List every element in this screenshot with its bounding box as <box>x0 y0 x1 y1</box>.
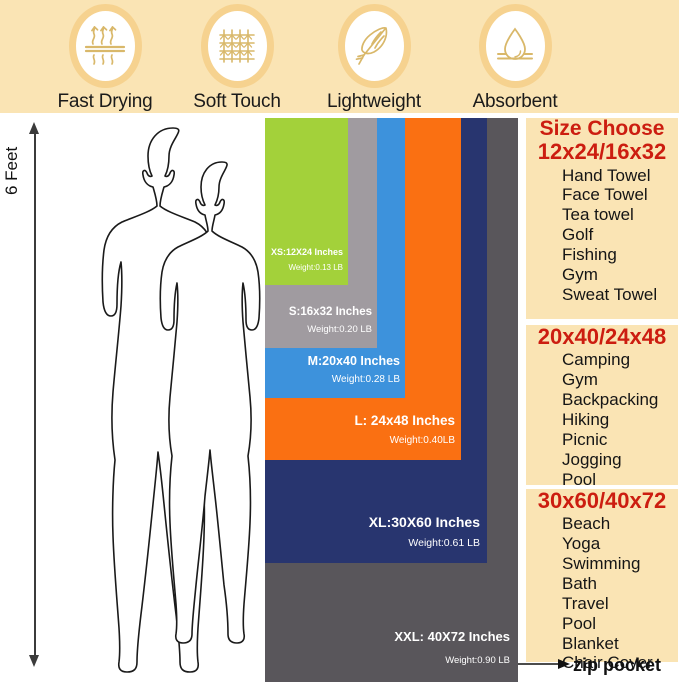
panel-use-list: Beach Yoga Swimming Bath Travel Pool Blanket Ch… <box>526 514 678 673</box>
panel-size-range: 20x40/24x48 <box>537 324 667 349</box>
heat-waves-icon <box>84 26 126 65</box>
size-title: M:20x40 Inches <box>307 354 400 368</box>
arrow-head-down-icon <box>29 655 39 667</box>
feature-icon-circle <box>337 4 411 88</box>
feature-fast-drying: Fast Drying <box>50 2 160 113</box>
usage-panel-1: Size Choose 12x24/16x32 Hand Towel Face Tow… <box>526 117 678 319</box>
size-weight: Weight:0.28 LB <box>331 374 400 385</box>
arrow-head-right-icon <box>558 659 570 669</box>
size-title: XXL: 40X72 Inches <box>394 629 510 644</box>
feature-icon-circle <box>68 4 142 88</box>
panel-size-range: 12x24/16x32 <box>537 139 667 165</box>
feature-lightweight: Lightweight <box>319 2 429 113</box>
feature-label: Soft Touch <box>193 91 281 112</box>
list-item: Pool <box>562 469 597 489</box>
size-rect-xs: XS:12X24 Inches Weight:0.13 LB <box>265 118 348 285</box>
list-item: Jogging <box>562 449 622 469</box>
feather-icon <box>355 26 388 65</box>
list-item: Gym <box>562 370 598 390</box>
height-measure-arrow <box>29 122 39 667</box>
size-weight: Weight:0.40LB <box>389 435 455 446</box>
size-weight: Weight:0.20 LB <box>307 324 372 335</box>
list-item: Hand Towel <box>562 165 651 185</box>
woven-mesh-icon <box>219 29 255 63</box>
usage-panel-2: 20x40/24x48 Camping Gym Backpacking Hiking Pi… <box>526 324 678 489</box>
list-item: Picnic <box>562 429 608 449</box>
list-item: Travel <box>562 593 609 613</box>
size-weight: Weight:0.90 LB <box>445 655 510 666</box>
list-item: Swimming <box>562 554 641 574</box>
feature-soft-touch: Soft Touch <box>182 2 292 113</box>
list-item: Face Towel <box>562 185 648 205</box>
panel-size-range: 30x60/40x72 <box>537 488 667 513</box>
list-item: Sweat Towel <box>562 284 658 304</box>
list-item: Fishing <box>562 245 617 265</box>
size-title: S:16x32 Inches <box>288 306 372 318</box>
panel-heading: Size Choose <box>539 117 665 140</box>
list-item: Hiking <box>562 409 610 429</box>
usage-panel-3: 30x60/40x72 Beach Yoga Swimming Bath Travel Po… <box>526 488 678 672</box>
list-item: Tea towel <box>562 205 634 225</box>
feature-absorbent: Absorbent <box>460 2 570 113</box>
list-item: Gym <box>562 264 598 284</box>
feature-icon-circle <box>200 4 274 88</box>
feature-label: Absorbent <box>472 91 558 112</box>
list-item: Bath <box>562 573 597 593</box>
zip-pocket-label: zip pocket <box>573 655 662 675</box>
feature-label: Lightweight <box>327 91 421 112</box>
human-silhouettes <box>101 127 261 673</box>
list-item: Chair Cover <box>562 653 653 673</box>
measure-shaft <box>34 128 36 661</box>
size-weight: Weight:0.61 LB <box>408 537 480 549</box>
list-item: Golf <box>562 225 594 245</box>
list-item: Backpacking <box>562 390 659 410</box>
size-title: L: 24x48 Inches <box>354 413 455 428</box>
panel-use-list: Camping Gym Backpacking Hiking Picnic Jogging… <box>526 350 678 489</box>
measure-label: 6 Feet <box>2 146 21 195</box>
female-silhouette-outline <box>159 161 261 644</box>
size-title: XL:30X60 Inches <box>368 514 480 530</box>
feature-label: Fast Drying <box>57 91 153 112</box>
list-item: Beach <box>562 514 611 534</box>
water-drop-icon <box>497 27 533 60</box>
list-item: Blanket <box>562 633 619 653</box>
feature-icon-circle <box>478 4 552 88</box>
size-weight: Weight:0.13 LB <box>288 263 343 272</box>
size-title: XS:12X24 Inches <box>270 247 343 257</box>
list-item: Pool <box>562 613 597 633</box>
list-item: Camping <box>562 350 631 370</box>
list-item: Yoga <box>562 534 601 554</box>
panel-use-list: Hand Towel Face Towel Tea towel Golf Fishing… <box>526 166 678 305</box>
